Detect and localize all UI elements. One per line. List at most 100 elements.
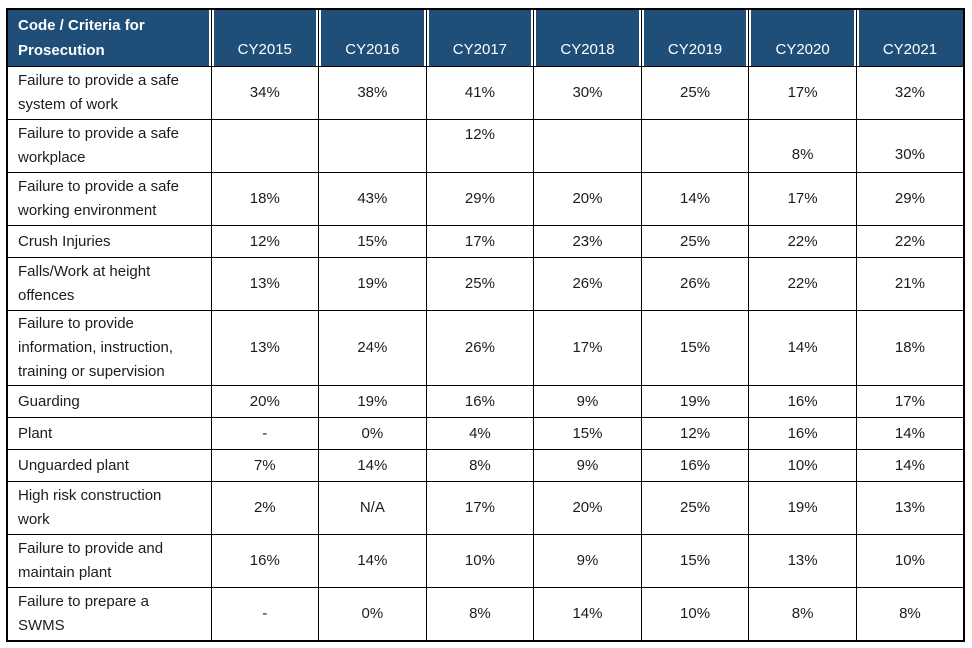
value-cell: 30% bbox=[533, 66, 642, 120]
table-row: Plant -0% 4% 15% 12% 16% 14% bbox=[6, 417, 965, 450]
criteria-cell: Failure to provide information, instruct… bbox=[6, 310, 212, 386]
table-row: Failure to provide a safe system of work… bbox=[6, 66, 965, 120]
value-cell: 8% bbox=[855, 587, 965, 641]
value-cell: 25% bbox=[640, 66, 750, 120]
value-cell: 30% bbox=[855, 119, 965, 173]
value-cell: 14% bbox=[640, 172, 750, 226]
table-row: Failure to provide information, instruct… bbox=[6, 310, 965, 386]
value-cell: 19% bbox=[318, 385, 427, 418]
value-cell: 16% bbox=[210, 534, 320, 588]
table-row: Failure to provide a safe workplace 12% 8%… bbox=[6, 119, 965, 173]
value-cell: 29% bbox=[855, 172, 965, 226]
value-cell: 9% bbox=[533, 534, 642, 588]
value-cell: 0% bbox=[318, 587, 427, 641]
table-row: Falls/Work at height offences 13% 19% 25% 26… bbox=[6, 257, 965, 311]
value-cell bbox=[210, 119, 320, 173]
value-cell: 29% bbox=[425, 172, 535, 226]
value-cell: 17% bbox=[855, 385, 965, 418]
column-header-cy2017: CY2017 bbox=[425, 8, 535, 67]
value-cell: 12% bbox=[640, 417, 750, 450]
value-cell: 8% bbox=[425, 587, 535, 641]
value-cell bbox=[318, 119, 427, 173]
criteria-cell: Failure to provide a safe working enviro… bbox=[6, 172, 212, 226]
value-cell: 8% bbox=[748, 587, 857, 641]
value-cell: 0% bbox=[318, 417, 427, 450]
table-row: High risk construction work 2% N/A 17% 20% 25… bbox=[6, 481, 965, 535]
criteria-cell: Guarding bbox=[6, 385, 212, 418]
value-cell: 22% bbox=[748, 257, 857, 311]
value-cell: 25% bbox=[425, 257, 535, 311]
value-cell: 14% bbox=[318, 534, 427, 588]
value-cell: 20% bbox=[210, 385, 320, 418]
value-cell: 19% bbox=[318, 257, 427, 311]
criteria-cell: Failure to provide a safe workplace bbox=[6, 119, 212, 173]
value-cell: 14% bbox=[855, 449, 965, 482]
column-header-cy2015: CY2015 bbox=[210, 8, 320, 67]
value-cell: 38% bbox=[318, 66, 427, 120]
value-cell: 26% bbox=[533, 257, 642, 311]
criteria-cell: Failure to provide a safe system of work bbox=[6, 66, 212, 120]
value-cell: 4% bbox=[425, 417, 535, 450]
column-header-cy2020: CY2020 bbox=[748, 8, 857, 67]
value-cell: 13% bbox=[855, 481, 965, 535]
value-cell: - bbox=[210, 417, 320, 450]
value-cell: 26% bbox=[640, 257, 750, 311]
value-cell: 23% bbox=[533, 225, 642, 258]
value-cell: 16% bbox=[425, 385, 535, 418]
value-cell: 14% bbox=[748, 310, 857, 386]
value-cell: 25% bbox=[640, 481, 750, 535]
value-cell: 18% bbox=[855, 310, 965, 386]
value-cell: 16% bbox=[748, 385, 857, 418]
table-row: Guarding 20% 19% 16% 9% 19% 16% 17% bbox=[6, 385, 965, 418]
value-cell: 22% bbox=[855, 225, 965, 258]
column-header-cy2019: CY2019 bbox=[640, 8, 750, 67]
value-cell: 43% bbox=[318, 172, 427, 226]
value-cell: 32% bbox=[855, 66, 965, 120]
value-cell: 26% bbox=[425, 310, 535, 386]
criteria-cell: Unguarded plant bbox=[6, 449, 212, 482]
value-cell: 17% bbox=[533, 310, 642, 386]
value-cell: 10% bbox=[855, 534, 965, 588]
column-header-cy2016: CY2016 bbox=[318, 8, 427, 67]
criteria-cell: Falls/Work at height offences bbox=[6, 257, 212, 311]
value-cell: 10% bbox=[640, 587, 750, 641]
table-row: Failure to prepare a SWMS -0% 8% 14% 10% 8% 8% bbox=[6, 587, 965, 641]
value-cell: 20% bbox=[533, 172, 642, 226]
value-cell: 16% bbox=[748, 417, 857, 450]
value-cell: 12% bbox=[425, 119, 535, 173]
value-cell: 41% bbox=[425, 66, 535, 120]
value-cell: 8% bbox=[425, 449, 535, 482]
criteria-cell: Failure to provide and maintain plant bbox=[6, 534, 212, 588]
value-cell: 17% bbox=[425, 225, 535, 258]
criteria-cell: Plant bbox=[6, 417, 212, 450]
table-body: Failure to provide a safe system of work… bbox=[6, 66, 965, 641]
value-cell: 15% bbox=[640, 310, 750, 386]
value-cell: 13% bbox=[210, 310, 320, 386]
table-header: Code / Criteria for Prosecution CY2015 CY… bbox=[6, 8, 965, 67]
criteria-cell: Failure to prepare a SWMS bbox=[6, 587, 212, 641]
value-cell: 13% bbox=[210, 257, 320, 311]
table-row: Failure to provide a safe working enviro… bbox=[6, 172, 965, 226]
value-cell: 21% bbox=[855, 257, 965, 311]
value-cell bbox=[640, 119, 750, 173]
value-cell: 17% bbox=[748, 66, 857, 120]
header-row: Code / Criteria for Prosecution CY2015 CY… bbox=[6, 8, 965, 67]
value-cell: - bbox=[210, 587, 320, 641]
value-cell: 20% bbox=[533, 481, 642, 535]
value-cell: 14% bbox=[855, 417, 965, 450]
value-cell: 18% bbox=[210, 172, 320, 226]
value-cell: 17% bbox=[748, 172, 857, 226]
value-cell: 8% bbox=[748, 119, 857, 173]
value-cell: 16% bbox=[640, 449, 750, 482]
value-cell: 19% bbox=[748, 481, 857, 535]
column-header-cy2018: CY2018 bbox=[533, 8, 642, 67]
column-header-cy2021: CY2021 bbox=[855, 8, 965, 67]
criteria-cell: High risk construction work bbox=[6, 481, 212, 535]
value-cell: 22% bbox=[748, 225, 857, 258]
value-cell bbox=[533, 119, 642, 173]
value-cell: 17% bbox=[425, 481, 535, 535]
criteria-cell: Crush Injuries bbox=[6, 225, 212, 258]
value-cell: 9% bbox=[533, 385, 642, 418]
value-cell: N/A bbox=[318, 481, 427, 535]
